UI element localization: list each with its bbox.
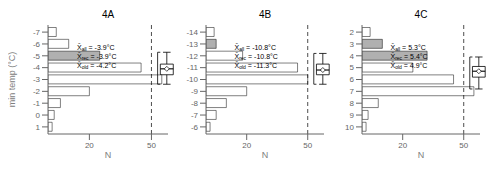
svg-text:X̄all = -10.8°CX̄rec = -10.8°C: X̄all = -10.8°CX̄rec = -10.8°CX̄old = -1… bbox=[234, 43, 277, 70]
svg-text:-1: -1 bbox=[33, 99, 41, 108]
svg-text:5: 5 bbox=[350, 63, 355, 72]
svg-text:-6: -6 bbox=[33, 40, 41, 49]
html-text:4B: 4B bbox=[258, 9, 272, 20]
svg-text:9: 9 bbox=[350, 111, 355, 120]
svg-text:-7: -7 bbox=[33, 28, 41, 37]
svg-text:-3: -3 bbox=[33, 75, 41, 84]
svg-text:7: 7 bbox=[350, 87, 355, 96]
svg-text:1: 1 bbox=[36, 123, 41, 132]
svg-text:20: 20 bbox=[85, 141, 94, 150]
svg-text:50: 50 bbox=[459, 141, 468, 150]
svg-text:N: N bbox=[262, 150, 269, 160]
svg-text:-13: -13 bbox=[186, 40, 198, 49]
html-text:4C: 4C bbox=[414, 9, 428, 20]
svg-text:-6: -6 bbox=[191, 123, 199, 132]
svg-text:X̄all = 5.3°CX̄rec = 5.4°CX̄ol: X̄all = 5.3°CX̄rec = 5.4°CX̄old = 4.9°C bbox=[390, 43, 427, 70]
svg-text:4: 4 bbox=[350, 52, 355, 61]
svg-text:10: 10 bbox=[345, 123, 354, 132]
svg-text:50: 50 bbox=[303, 141, 312, 150]
svg-text:-10: -10 bbox=[186, 75, 198, 84]
svg-text:50: 50 bbox=[147, 141, 156, 150]
svg-text:-11: -11 bbox=[187, 63, 199, 72]
svg-text:-8: -8 bbox=[191, 99, 199, 108]
svg-text:2: 2 bbox=[350, 28, 355, 37]
svg-text:-14: -14 bbox=[186, 28, 198, 37]
html-text:4A: 4A bbox=[101, 9, 115, 20]
svg-text:3: 3 bbox=[350, 40, 355, 49]
svg-text:20: 20 bbox=[398, 141, 407, 150]
svg-text:-9: -9 bbox=[191, 87, 199, 96]
svg-text:N: N bbox=[105, 150, 112, 160]
svg-text:-4: -4 bbox=[33, 63, 41, 72]
svg-text:-7: -7 bbox=[191, 111, 199, 120]
svg-text:0: 0 bbox=[36, 111, 41, 120]
svg-text:8: 8 bbox=[350, 99, 355, 108]
svg-text:6: 6 bbox=[350, 75, 355, 84]
svg-text:-12: -12 bbox=[186, 52, 198, 61]
svg-text:X̄all = -3.9°CX̄rec = -3.9°CX̄: X̄all = -3.9°CX̄rec = -3.9°CX̄old = -4.2… bbox=[77, 43, 117, 70]
svg-text:min temp (°C): min temp (°C) bbox=[8, 52, 17, 108]
svg-text:20: 20 bbox=[242, 141, 251, 150]
svg-text:-2: -2 bbox=[33, 87, 41, 96]
svg-text:-5: -5 bbox=[33, 52, 41, 61]
svg-text:N: N bbox=[418, 150, 425, 160]
